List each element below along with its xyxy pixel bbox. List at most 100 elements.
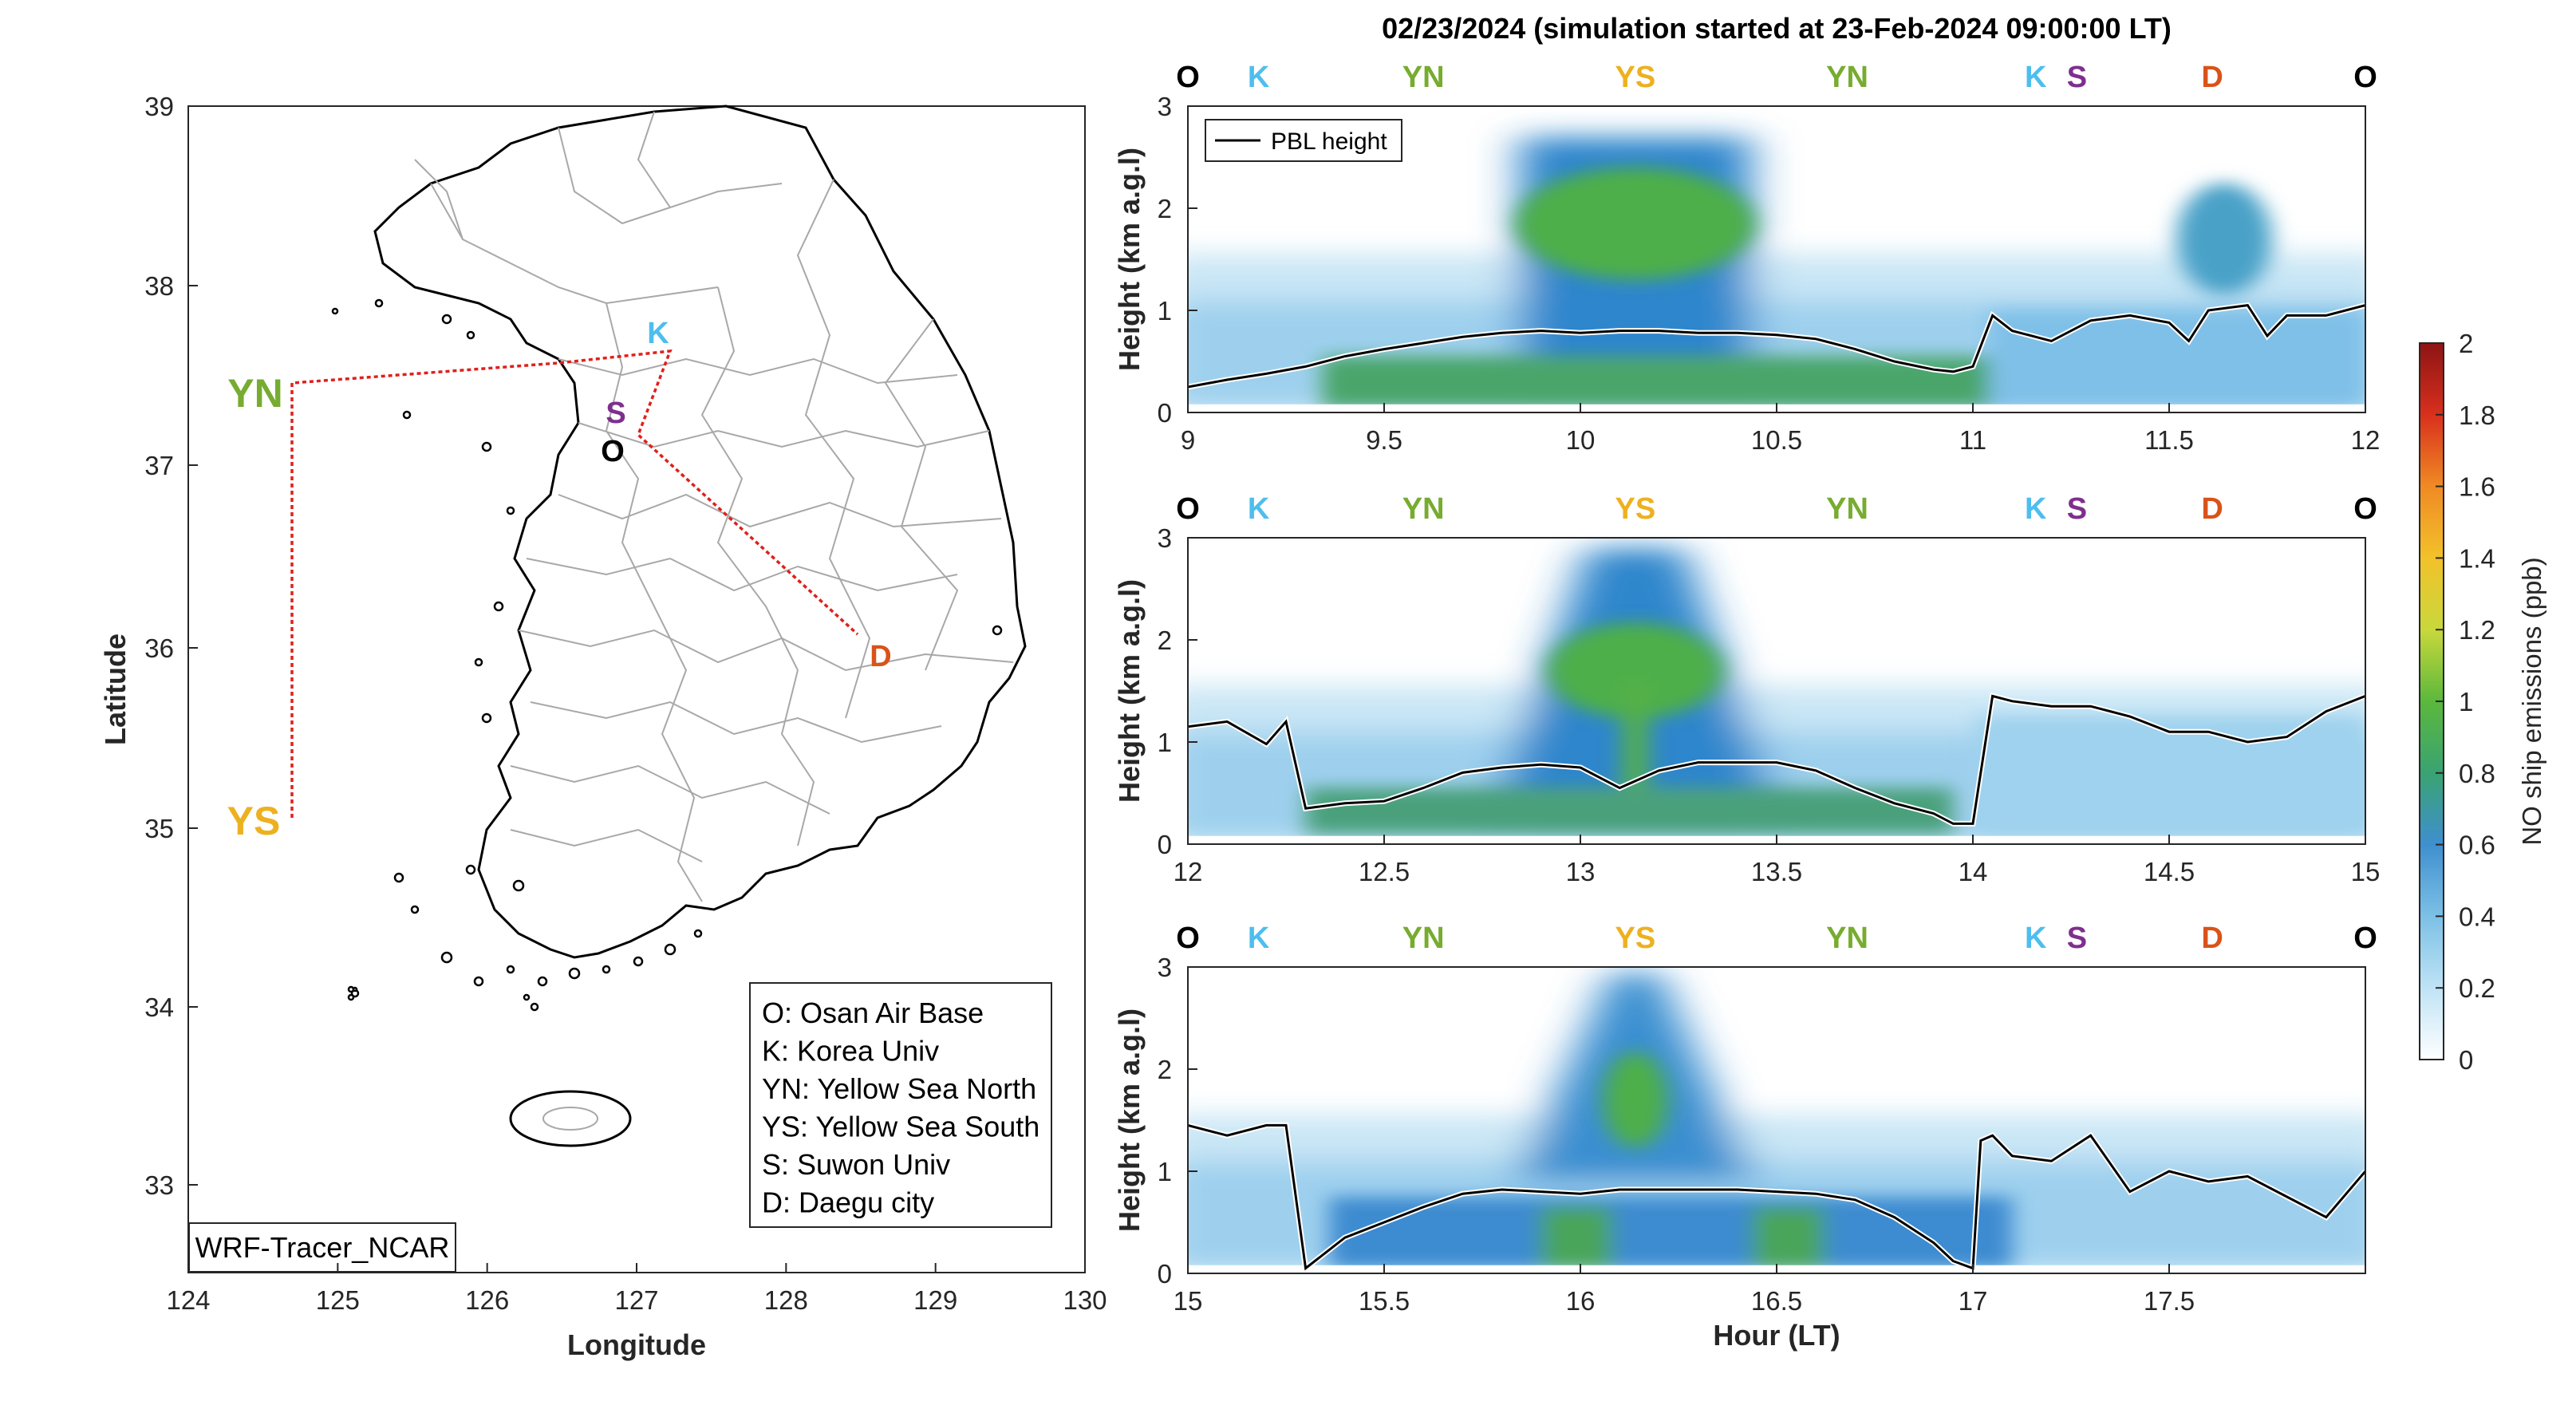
pbl-height-line — [1188, 694, 2365, 825]
panel-xtick-label: 17.5 — [2144, 1286, 2195, 1316]
site-marker-ys: YS — [1615, 61, 1656, 94]
colorbar-tick-label: 1.8 — [2459, 401, 2495, 430]
map-ytick-label: 35 — [144, 814, 174, 843]
panel-ytick-label: 0 — [1158, 398, 1172, 428]
admin-boundaries — [414, 111, 1014, 902]
colorbar-tick-label: 0.2 — [2459, 973, 2495, 1003]
site-label-d: D — [870, 640, 891, 673]
colorbar-tick-label: 1 — [2459, 687, 2473, 716]
panel-xtick-label: 14 — [1959, 857, 1988, 886]
map-ytick-label: 39 — [144, 92, 174, 121]
figure-title: 02/23/2024 (simulation started at 23-Feb… — [1382, 12, 2172, 45]
jeju-island — [509, 1090, 632, 1147]
field-green-patch — [1753, 1206, 1825, 1269]
peninsula-outline — [373, 105, 1027, 959]
site-marker-o: O — [1176, 922, 1200, 955]
site-marker-d: D — [2201, 492, 2223, 526]
panel-ytick-label: 1 — [1158, 296, 1172, 326]
colorbar-tick-label: 0 — [2459, 1045, 2473, 1075]
panel-xtick-label: 12.5 — [1359, 857, 1410, 886]
site-marker-o: O — [2353, 492, 2377, 526]
plume-green — [1515, 167, 1755, 280]
map-xtick-label: 125 — [316, 1285, 360, 1315]
panel-xtick-label: 12 — [1174, 857, 1203, 886]
panel-xtick-label: 16.5 — [1751, 1286, 1802, 1316]
site-marker-yn: YN — [1826, 492, 1868, 526]
plume-green — [1547, 622, 1723, 719]
map-ylabel: Latitude — [99, 633, 132, 745]
site-label-k: K — [647, 317, 669, 350]
site-marker-k: K — [1248, 922, 1270, 955]
map-xtick-label: 128 — [764, 1285, 808, 1315]
site-label-yn: YN — [227, 371, 282, 416]
site-marker-k: K — [2025, 61, 2047, 94]
panel-ylabel: Height (km a.g.l) — [1113, 1008, 1146, 1232]
panel-xtick-label: 13 — [1566, 857, 1596, 886]
concentration-field — [1188, 538, 2365, 844]
site-marker-o: O — [1176, 61, 1200, 94]
model-label: WRF-Tracer_NCAR — [195, 1231, 450, 1264]
field-green-patch — [1540, 1206, 1612, 1269]
jeju-boundary — [542, 1107, 598, 1131]
panel-xtick-label: 16 — [1566, 1286, 1596, 1316]
field-blue-band — [1329, 1197, 2013, 1269]
colorbar-tick-label: 0.8 — [2459, 759, 2495, 788]
site-marker-d: D — [2201, 61, 2223, 94]
map-ytick-label: 37 — [144, 451, 174, 480]
map-xtick-label: 129 — [913, 1285, 957, 1315]
colorbar-ticks: 0 0.2 0.4 0.6 0.8 1 1.2 1.4 1.6 1.8 2 — [2436, 329, 2495, 1075]
plume-green — [1603, 1052, 1667, 1148]
colorbar-label: NO ship emissions (ppb) — [2517, 557, 2546, 845]
map-xlabel: Longitude — [567, 1328, 706, 1361]
panel-ytick-label: 2 — [1158, 194, 1172, 223]
field-green-band — [1305, 787, 1954, 835]
panel-xtick-label: 10.5 — [1751, 425, 1802, 455]
site-marker-ys: YS — [1615, 492, 1656, 526]
panel-ytick-label: 0 — [1158, 830, 1172, 859]
site-marker-s: S — [2067, 922, 2087, 955]
colorbar: 0 0.2 0.4 0.6 0.8 1 1.2 1.4 1.6 1.8 2 NO ship emis… — [2419, 329, 2546, 1075]
site-marker-o: O — [1176, 492, 1200, 526]
field-right-band — [1976, 716, 2365, 835]
colorbar-tick-label: 1.2 — [2459, 615, 2495, 645]
panel-xtick-label: 13.5 — [1751, 857, 1802, 886]
map-legend-entry: K: Korea Univ — [762, 1035, 939, 1068]
panel-ytick-label: 1 — [1158, 1157, 1172, 1186]
map-xtick-label: 126 — [465, 1285, 509, 1315]
site-marker-k: K — [2025, 922, 2047, 955]
site-marker-s: S — [2067, 492, 2087, 526]
map-legend-entry: YN: Yellow Sea North — [762, 1072, 1036, 1105]
colorbar-tick-label: 1.6 — [2459, 472, 2495, 502]
panel-xtick-label: 9 — [1181, 425, 1195, 455]
map-xtick-label: 124 — [166, 1285, 210, 1315]
site-label-o: O — [601, 435, 625, 468]
map-ytick-label: 36 — [144, 633, 174, 663]
pbl-height-line — [1188, 303, 2365, 389]
site-marker-yn: YN — [1402, 492, 1445, 526]
pbl-height-line — [1188, 1123, 2365, 1271]
model-label-box — [188, 1222, 456, 1273]
map-legend-entry: O: Osan Air Base — [762, 997, 984, 1029]
panel-xtick-label: 15.5 — [1359, 1286, 1410, 1316]
map-legend-entry: YS: Yellow Sea South — [762, 1111, 1039, 1143]
height-panel-3: 15 15.5 16 16.5 17 17.5 0 1 2 3 Height (km a.g.l) H… — [1113, 922, 2377, 1352]
colorbar-tick-label: 0.6 — [2459, 831, 2495, 860]
map-ticks: 124 125 126 127 128 129 130 33 34 35 36 37 38 39 — [144, 92, 1107, 1315]
field-right-band — [1988, 310, 2365, 408]
panel-xtick-label: 11.5 — [2144, 425, 2194, 455]
site-marker-yn: YN — [1402, 922, 1445, 955]
site-marker-yn: YN — [1826, 922, 1868, 955]
site-marker-o: O — [2353, 922, 2377, 955]
site-marker-s: S — [2067, 61, 2087, 94]
map-xtick-label: 130 — [1063, 1285, 1107, 1315]
site-marker-yn: YN — [1402, 61, 1445, 94]
concentration-field — [1188, 967, 2365, 1273]
panel-xtick-label: 15 — [1174, 1286, 1203, 1316]
panel-ytick-label: 3 — [1158, 953, 1172, 982]
panel-xtick-label: 10 — [1566, 425, 1596, 455]
colorbar-tick-label: 0.4 — [2459, 902, 2495, 931]
panel-xtick-label: 9.5 — [1366, 425, 1402, 455]
